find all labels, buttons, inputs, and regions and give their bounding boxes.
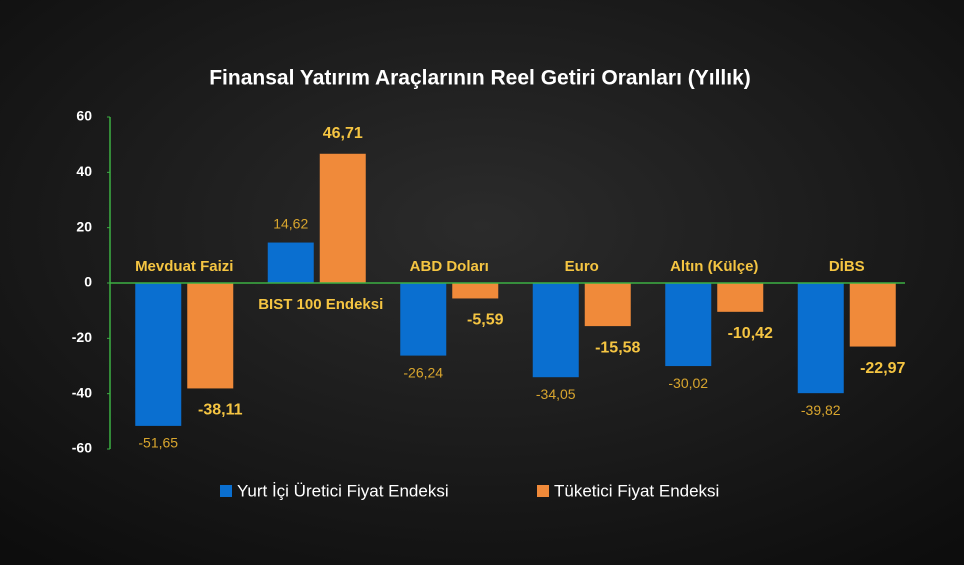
bar <box>135 283 182 426</box>
category-label: BIST 100 Endeksi <box>258 296 383 313</box>
legend-swatch <box>537 485 549 497</box>
legend-label: Tüketici Fiyat Endeksi <box>554 481 719 500</box>
bar <box>319 153 366 283</box>
y-tick-label: 0 <box>84 274 92 290</box>
data-label: -30,02 <box>668 375 708 391</box>
bar <box>187 283 234 389</box>
data-label: -5,59 <box>467 312 504 329</box>
data-label: -15,58 <box>595 339 640 356</box>
bar <box>452 283 499 299</box>
data-label: -26,24 <box>403 364 443 380</box>
bar <box>532 283 579 378</box>
y-tick-label: -20 <box>72 329 92 345</box>
data-label: -22,97 <box>860 360 905 377</box>
category-label: Altın (Külçe) <box>670 258 758 275</box>
bar <box>717 283 764 312</box>
chart-title: Finansal Yatırım Araçlarının Reel Getiri… <box>209 67 751 90</box>
bar <box>849 283 896 347</box>
data-label: 14,62 <box>273 215 308 231</box>
bar <box>267 242 314 283</box>
y-tick-label: -40 <box>72 384 92 400</box>
data-label: -10,42 <box>728 325 773 342</box>
data-label: -39,82 <box>801 402 841 418</box>
data-label: 46,71 <box>323 125 363 142</box>
data-label: -38,11 <box>198 402 243 419</box>
legend-label: Yurt İçi Üretici Fiyat Endeksi <box>237 481 449 500</box>
bar <box>797 283 844 394</box>
data-label: -51,65 <box>138 435 178 451</box>
data-label: -34,05 <box>536 386 576 402</box>
category-label: Euro <box>565 258 599 275</box>
bar <box>584 283 631 327</box>
category-label: DİBS <box>829 258 865 275</box>
legend-swatch <box>220 485 232 497</box>
y-tick-label: -60 <box>72 440 92 456</box>
y-tick-label: 20 <box>76 218 92 234</box>
bar <box>665 283 712 367</box>
bar <box>400 283 447 356</box>
y-tick-label: 60 <box>76 108 92 124</box>
y-tick-label: 40 <box>76 163 92 179</box>
category-label: ABD Doları <box>410 258 489 275</box>
category-label: Mevduat Faizi <box>135 258 233 275</box>
